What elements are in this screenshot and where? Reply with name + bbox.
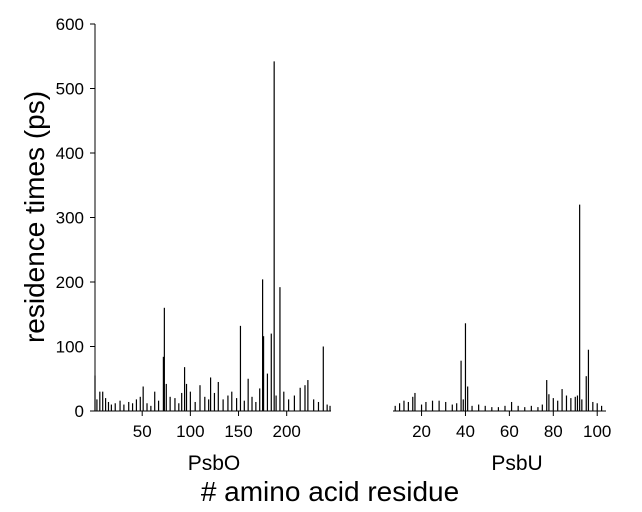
y-tick-label: 600 — [56, 15, 84, 34]
y-tick-label: 100 — [56, 338, 84, 357]
y-axis: 0 100 200 300 400 500 600 — [56, 15, 96, 421]
psbu-x-tick-label: 40 — [456, 422, 475, 441]
panel-psbo: 50 100 150 200 PsbO — [94, 61, 331, 475]
y-tick-label: 0 — [75, 402, 84, 421]
psbo-x-tick-label: 100 — [176, 422, 204, 441]
psbo-x-tick-label: 150 — [224, 422, 252, 441]
panel-psbu: 20 40 60 80 100 PsbU — [393, 204, 611, 475]
psbu-x-tick-label: 100 — [583, 422, 611, 441]
psbu-x-tick-label: 80 — [544, 422, 563, 441]
y-tick-label: 500 — [56, 80, 84, 99]
y-axis-title: residence times (ps) — [19, 91, 50, 343]
y-tick-label: 200 — [56, 273, 84, 292]
psbo-x-tick-label: 200 — [273, 422, 301, 441]
psbo-x-tick-label: 50 — [133, 422, 152, 441]
y-tick-label: 300 — [56, 209, 84, 228]
psbu-panel-label: PsbU — [491, 452, 542, 475]
psbo-panel-label: PsbO — [188, 452, 241, 475]
psbu-x-tick-label: 20 — [412, 422, 431, 441]
x-axis-title: # amino acid residue — [201, 476, 459, 507]
psbu-x-tick-label: 60 — [500, 422, 519, 441]
y-tick-label: 400 — [56, 144, 84, 163]
